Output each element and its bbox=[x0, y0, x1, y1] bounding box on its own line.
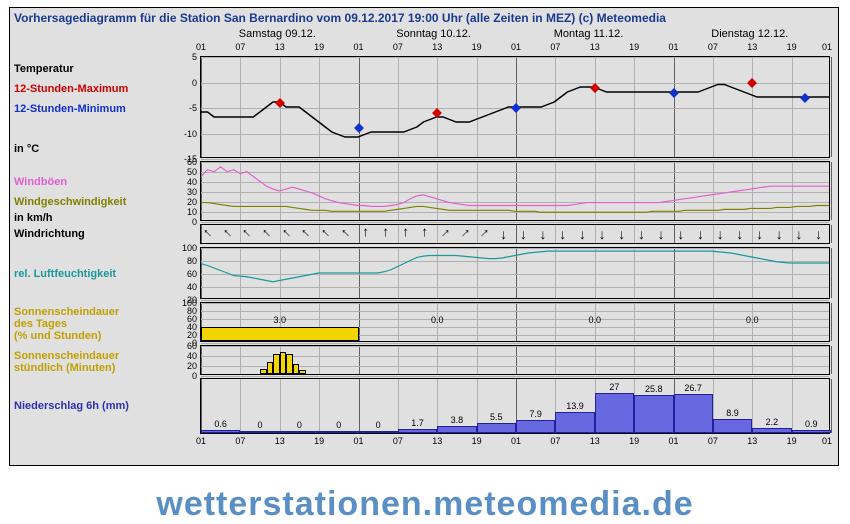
precip-bar bbox=[674, 394, 713, 433]
wind-arrow: ↓ bbox=[436, 226, 452, 242]
precip-bar bbox=[713, 419, 752, 433]
precip-bar bbox=[359, 431, 398, 433]
sun-day-bar bbox=[201, 327, 359, 341]
wind-arrow: ↓ bbox=[299, 226, 315, 242]
legend-label: Temperatur bbox=[14, 63, 74, 75]
wind-arrow: ↓ bbox=[382, 226, 389, 242]
precip-bar bbox=[792, 430, 831, 433]
wind-arrow: ↓ bbox=[677, 226, 684, 242]
wind-arrow: ↓ bbox=[776, 226, 783, 242]
wind-arrow: ↓ bbox=[476, 226, 492, 242]
precip-panel: 0.600001.73.85.57.913.92725.826.78.92.20… bbox=[200, 378, 830, 434]
wind-arrow: ↓ bbox=[318, 226, 334, 242]
forecast-diagram: Vorhersagediagramm für die Station San B… bbox=[0, 0, 850, 524]
wind-arrow: ↓ bbox=[756, 226, 763, 242]
title: Vorhersagediagramm für die Station San B… bbox=[14, 11, 666, 25]
wind-arrow: ↓ bbox=[240, 226, 256, 242]
wind-arrow: ↓ bbox=[456, 226, 472, 242]
wind-arrow: ↓ bbox=[520, 226, 527, 242]
wind-arrow: ↓ bbox=[559, 226, 566, 242]
precip-bar bbox=[319, 431, 358, 433]
wind-arrow: ↓ bbox=[279, 226, 295, 242]
precip-bar bbox=[477, 423, 516, 433]
humidity-panel: 20406080100 bbox=[200, 247, 830, 299]
wind-arrow: ↓ bbox=[638, 226, 645, 242]
precip-bar bbox=[634, 395, 673, 433]
winddir-panel: ↓↓↓↓↓↓↓↓↓↓↓↓↓↓↓↓↓↓↓↓↓↓↓↓↓↓↓↓↓↓↓↓ bbox=[200, 224, 830, 244]
wind-arrow: ↓ bbox=[200, 226, 216, 242]
day-label: Samstag 09.12. bbox=[239, 28, 316, 40]
wind-arrow: ↓ bbox=[736, 226, 743, 242]
wind-arrow: ↓ bbox=[658, 226, 665, 242]
legend-label: rel. Luftfeuchtigkeit bbox=[14, 268, 116, 280]
wind-arrow: ↓ bbox=[338, 226, 354, 242]
wind-arrow: ↓ bbox=[259, 226, 275, 242]
legend-label: Windrichtung bbox=[14, 228, 85, 240]
precip-bar bbox=[595, 393, 634, 433]
precip-bar bbox=[280, 431, 319, 433]
day-label: Montag 11.12. bbox=[554, 28, 624, 40]
wind-arrow: ↓ bbox=[421, 226, 428, 242]
precip-bar bbox=[516, 420, 555, 433]
precip-bar bbox=[555, 412, 594, 433]
wind-arrow: ↓ bbox=[402, 226, 409, 242]
precip-bar bbox=[201, 430, 240, 433]
legend-label: Niederschlag 6h (mm) bbox=[14, 400, 129, 412]
precip-bar bbox=[240, 431, 279, 433]
legend-label: Sonnenscheindauer des Tages (% und Stund… bbox=[14, 306, 119, 342]
legend-label: in °C bbox=[14, 143, 39, 155]
sun-hour-bar bbox=[299, 370, 306, 374]
wind-arrow: ↓ bbox=[579, 226, 586, 242]
chart-area: Vorhersagediagramm für die Station San B… bbox=[9, 7, 839, 466]
wind-arrow: ↓ bbox=[815, 226, 822, 242]
wind-arrow: ↓ bbox=[717, 226, 724, 242]
wind-arrow: ↓ bbox=[220, 226, 236, 242]
wind-arrow: ↓ bbox=[795, 226, 802, 242]
wind-arrow: ↓ bbox=[697, 226, 704, 242]
legend-label: in km/h bbox=[14, 212, 53, 224]
legend-label: Sonnenscheindauer stündlich (Minuten) bbox=[14, 350, 119, 374]
temperature-panel: -15-10-505 bbox=[200, 56, 830, 158]
legend-label: 12-Stunden-Maximum bbox=[14, 83, 128, 95]
wind-panel: 0102030405060 bbox=[200, 161, 830, 221]
watermark: wetterstationen.meteomedia.de bbox=[0, 485, 850, 524]
legend-label: Windgeschwindigkeit bbox=[14, 196, 126, 208]
sunday-panel: 0204060801003.00.00.00.0 bbox=[200, 302, 830, 342]
precip-bar bbox=[437, 426, 476, 433]
legend-label: 12-Stunden-Minimum bbox=[14, 103, 126, 115]
wind-arrow: ↓ bbox=[540, 226, 547, 242]
sunhour-panel: 0204060 bbox=[200, 345, 830, 375]
wind-arrow: ↓ bbox=[362, 226, 369, 242]
wind-arrow: ↓ bbox=[618, 226, 625, 242]
legend-label: Windböen bbox=[14, 176, 67, 188]
precip-bar bbox=[398, 429, 437, 433]
wind-arrow: ↓ bbox=[500, 226, 507, 242]
day-axis: Samstag 09.12. Sonntag 10.12. Montag 11.12… bbox=[200, 28, 830, 42]
precip-bar bbox=[752, 428, 791, 433]
day-label: Sonntag 10.12. bbox=[396, 28, 471, 40]
wind-arrow: ↓ bbox=[599, 226, 606, 242]
day-label: Dienstag 12.12. bbox=[711, 28, 788, 40]
